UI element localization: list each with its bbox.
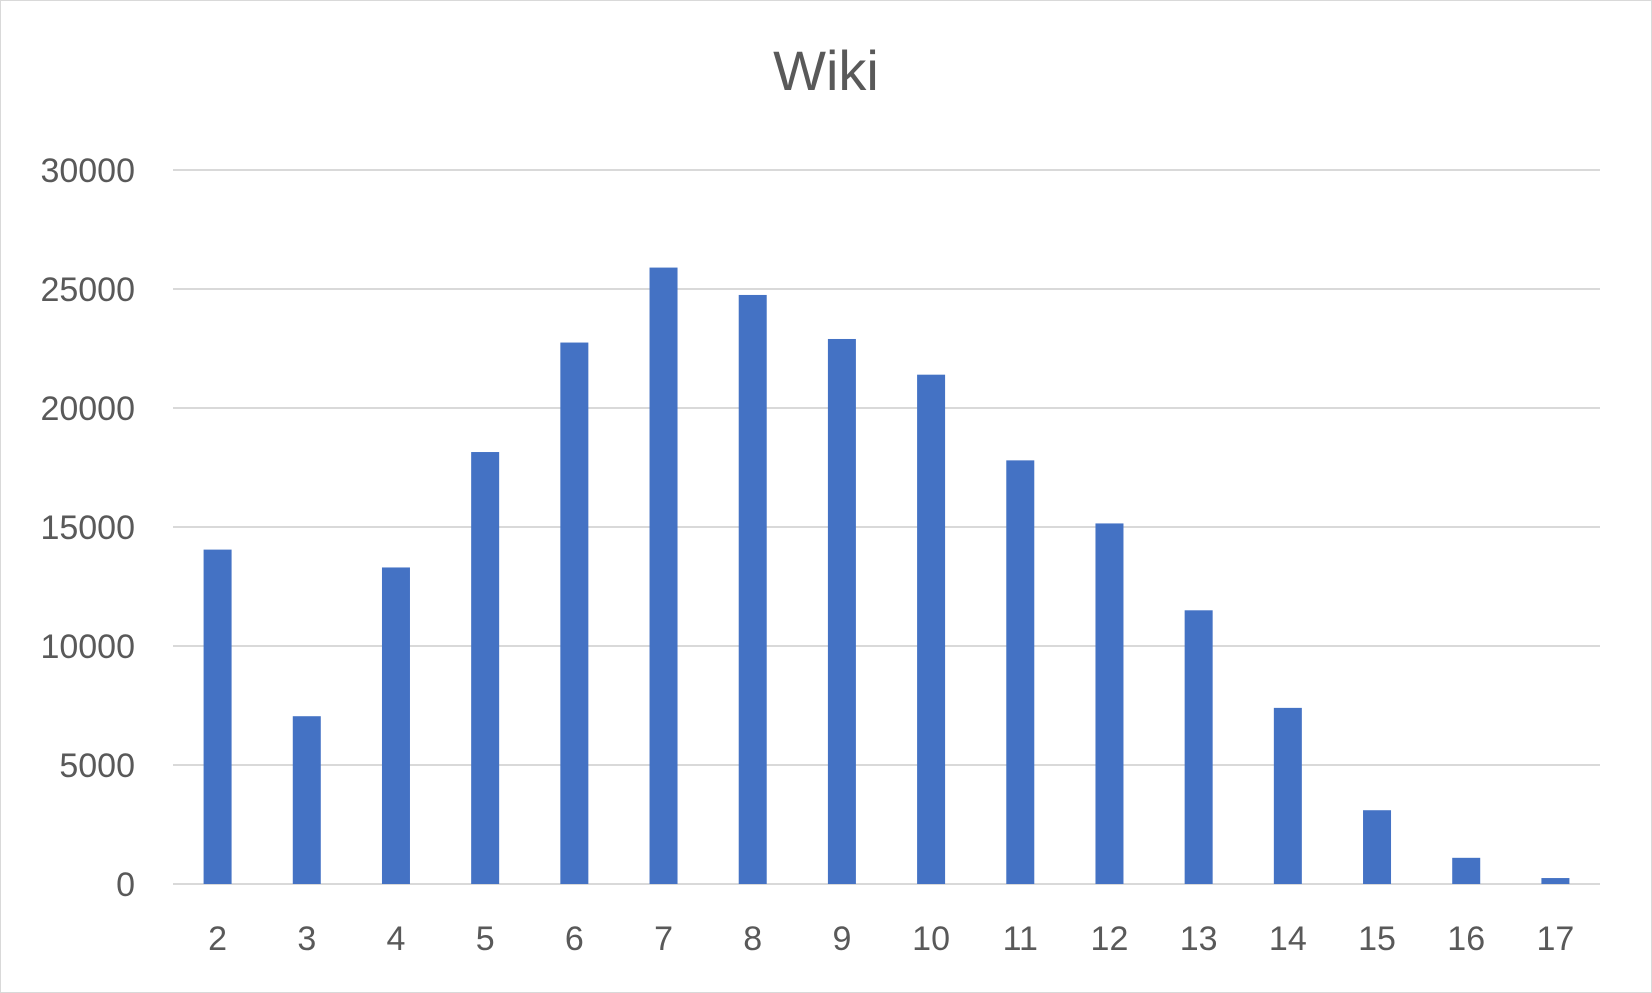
bar	[1273, 707, 1302, 884]
bars	[203, 267, 1570, 885]
bar	[1184, 610, 1213, 884]
x-tick-label: 4	[387, 920, 406, 958]
x-tick-label: 3	[297, 920, 316, 958]
x-tick-label: 15	[1358, 920, 1396, 958]
bar	[1006, 460, 1035, 884]
x-tick-label: 14	[1269, 920, 1307, 958]
chart-title: Wiki	[773, 39, 879, 102]
x-tick-label: 17	[1536, 920, 1574, 958]
y-tick-label: 0	[116, 866, 135, 904]
y-tick-label: 20000	[40, 390, 135, 428]
x-tick-label: 9	[832, 920, 851, 958]
x-tick-label: 8	[743, 920, 762, 958]
y-tick-label: 25000	[40, 271, 135, 309]
gridlines	[173, 169, 1600, 885]
x-tick-label: 10	[912, 920, 950, 958]
x-tick-label: 12	[1091, 920, 1129, 958]
x-tick-label: 7	[654, 920, 673, 958]
bar	[738, 294, 767, 884]
x-tick-label: 5	[476, 920, 495, 958]
bar	[203, 549, 232, 884]
y-tick-label: 15000	[40, 509, 135, 547]
y-tick-label: 10000	[40, 628, 135, 666]
bar	[827, 338, 856, 885]
bar	[292, 716, 321, 884]
bar	[471, 452, 500, 884]
bar	[1452, 857, 1481, 884]
x-tick-label: 13	[1180, 920, 1218, 958]
x-axis-ticks: 2 3 4 5 6 7 8 9 10 11 12 13 14 15 16 17	[208, 920, 1574, 958]
y-axis-ticks: 0 5000 10000 15000 20000 25000 30000	[40, 152, 135, 904]
bar	[1363, 810, 1392, 884]
bar	[917, 374, 946, 884]
y-tick-label: 30000	[40, 152, 135, 190]
bar	[1541, 878, 1570, 884]
bar	[560, 342, 589, 884]
x-tick-label: 16	[1447, 920, 1485, 958]
y-tick-label: 5000	[59, 747, 135, 785]
x-tick-label: 2	[208, 920, 227, 958]
bar	[1095, 523, 1124, 884]
bar	[649, 267, 678, 885]
x-tick-label: 11	[1003, 920, 1038, 958]
bar	[381, 567, 410, 884]
x-tick-label: 6	[565, 920, 584, 958]
